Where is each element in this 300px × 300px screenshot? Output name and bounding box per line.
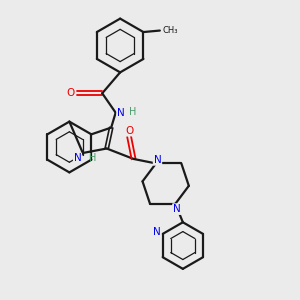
Text: N: N: [74, 153, 81, 164]
Text: H: H: [129, 107, 136, 117]
Text: N: N: [117, 108, 124, 118]
Text: H: H: [89, 153, 97, 164]
Text: N: N: [153, 227, 160, 237]
Text: O: O: [126, 126, 134, 136]
Text: N: N: [154, 155, 161, 165]
Text: O: O: [66, 88, 74, 98]
Text: CH₃: CH₃: [162, 26, 178, 35]
Text: N: N: [173, 204, 181, 214]
